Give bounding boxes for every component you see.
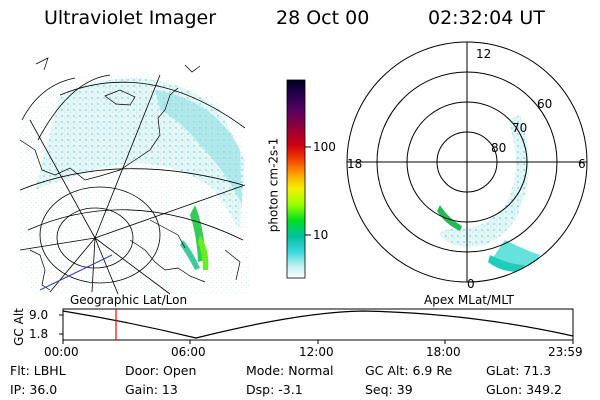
lat-label-60: 60 xyxy=(537,97,553,111)
gc-alt-info: GC Alt: 6.9 Re xyxy=(365,363,453,378)
altitude-ylabel: GC Alt xyxy=(11,308,26,346)
lat-label-80: 80 xyxy=(491,141,507,155)
date-label: 28 Oct 00 xyxy=(276,7,370,29)
app-title: Ultraviolet Imager xyxy=(44,7,217,29)
time-label: 02:32:04 UT xyxy=(428,7,545,29)
mlt-label-0: 0 xyxy=(467,277,475,291)
mlt-label-12: 12 xyxy=(476,47,492,61)
colorbar-tick-100: 100 xyxy=(313,140,336,154)
altitude-ytick-top: 9.0 xyxy=(29,308,49,322)
seq-info: Seq: 39 xyxy=(365,382,413,397)
xtick-1200: 12:00 xyxy=(299,345,334,359)
lat-label-70: 70 xyxy=(512,121,528,135)
mlt-label-18: 18 xyxy=(347,157,363,171)
glon-info: GLon: 349.2 xyxy=(486,382,562,397)
glat-info: GLat: 71.3 xyxy=(486,363,552,378)
altitude-ytick-bottom: 1.8 xyxy=(29,327,49,341)
xtick-0600: 06:00 xyxy=(171,345,206,359)
filter-info: Flt: LBHL xyxy=(10,363,66,378)
door-info: Door: Open xyxy=(125,363,197,378)
xtick-2359: 23:59 xyxy=(548,345,583,359)
colorbar-tick-10: 10 xyxy=(313,228,329,242)
left-panel-caption: Geographic Lat/Lon xyxy=(70,293,188,307)
mlt-label-6: 6 xyxy=(578,157,586,171)
ip-info: IP: 36.0 xyxy=(10,382,58,397)
xtick-1800: 18:00 xyxy=(426,345,461,359)
mode-info: Mode: Normal xyxy=(246,363,334,378)
dsp-info: Dsp: -3.1 xyxy=(246,382,303,397)
xtick-0000: 00:00 xyxy=(44,345,79,359)
right-panel-caption: Apex MLat/MLT xyxy=(424,293,514,307)
gain-info: Gain: 13 xyxy=(125,382,178,397)
